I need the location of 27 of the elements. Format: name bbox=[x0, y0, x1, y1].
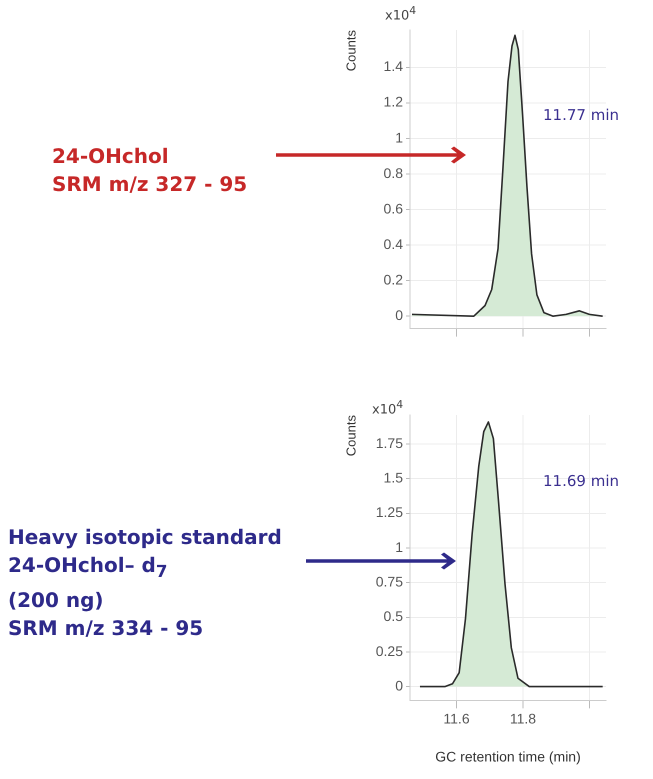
x-tick-label: 11.6 bbox=[443, 710, 470, 727]
y-tick-label: 0.6 bbox=[384, 200, 404, 216]
y-tick-label: 1.5 bbox=[384, 470, 404, 486]
annotation: 11.69 min bbox=[543, 472, 619, 490]
x-tick-label: 11.8 bbox=[510, 710, 536, 727]
y-tick-label: 0.8 bbox=[384, 164, 404, 181]
y-tick-label: 0 bbox=[395, 307, 404, 324]
y-axis-title: Counts bbox=[343, 30, 358, 72]
y-tick-label: 0.2 bbox=[384, 271, 404, 288]
annotation: 11.77 min bbox=[543, 106, 619, 124]
y-tick-label: 0 bbox=[395, 677, 404, 694]
text: 24-OHchol SRM m/z 327 - 95 bbox=[52, 143, 248, 198]
y-tick-label: 1 bbox=[395, 538, 404, 555]
y-tick-label: 0.75 bbox=[376, 573, 404, 590]
y-tick-label: 1 bbox=[395, 129, 404, 146]
y-tick-label: 1.75 bbox=[376, 434, 404, 451]
text: x10$^{4}$ bbox=[372, 398, 404, 418]
y-axis-title: Counts bbox=[343, 414, 358, 456]
y-tick-label: 1.4 bbox=[384, 58, 404, 74]
text: x10$^{4}$ bbox=[385, 4, 416, 24]
y-tick-label: 1.2 bbox=[384, 94, 404, 110]
y-tick-label: 0.25 bbox=[376, 642, 404, 659]
x-axis-title: GC retention time (min) bbox=[435, 748, 581, 764]
y-tick-label: 1.25 bbox=[376, 504, 404, 520]
y-tick-label: 0.4 bbox=[384, 236, 404, 252]
y-tick-label: 0.5 bbox=[384, 608, 404, 624]
text: Heavy isotopic standard 24-OHchol– d$_{7}$ (200 ng) SRM m/z 334 - 95 bbox=[8, 525, 282, 640]
